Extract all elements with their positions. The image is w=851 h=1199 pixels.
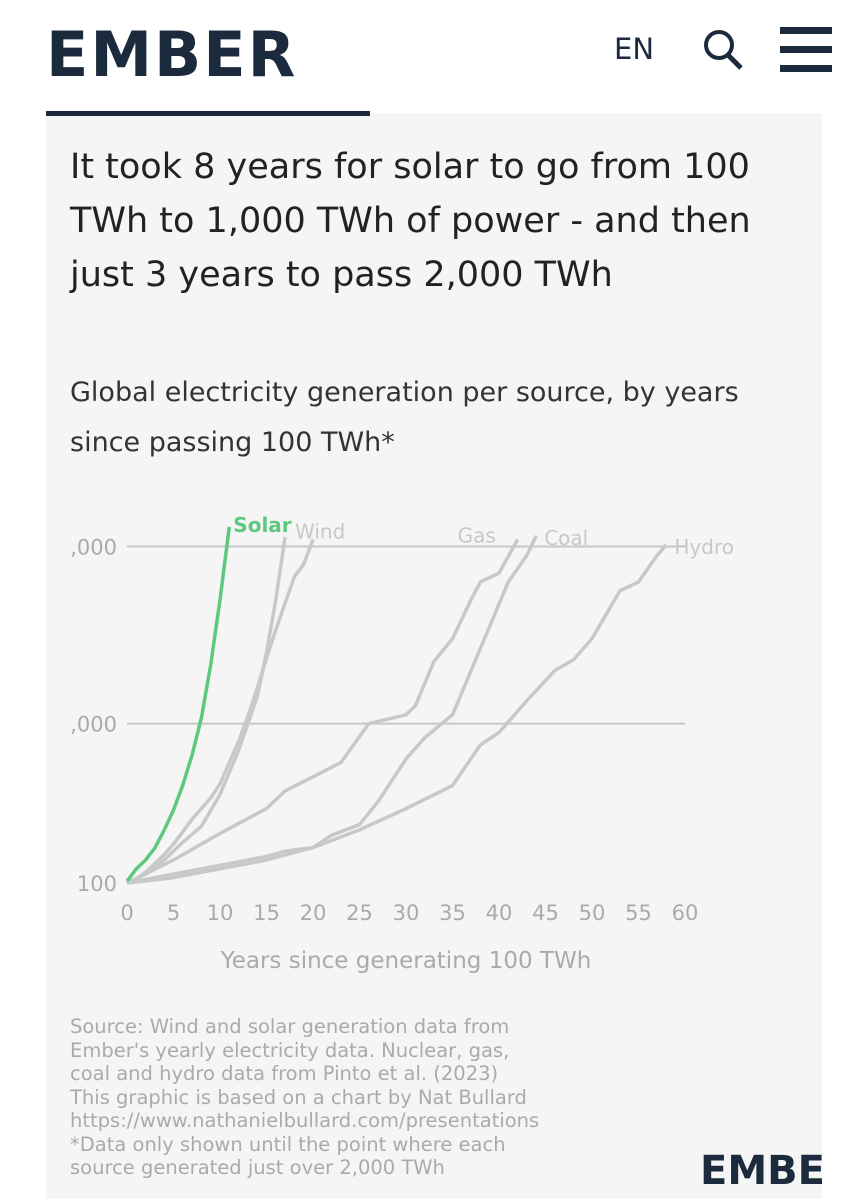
y-tick-label: 1,000 bbox=[70, 713, 117, 737]
series-line bbox=[126, 538, 520, 885]
y-tick-label: 2,000 bbox=[70, 536, 117, 560]
x-tick-label: 25 bbox=[346, 901, 373, 925]
x-tick-label: 30 bbox=[393, 901, 420, 925]
x-tick-label: 45 bbox=[532, 901, 559, 925]
x-tick-label: 10 bbox=[207, 901, 234, 925]
x-tick-label: 0 bbox=[120, 901, 133, 925]
source-line: source generated just over 2,000 TWh bbox=[70, 1156, 445, 1179]
y-tick-label: 100 bbox=[77, 872, 117, 896]
source-line: *Data only shown until the point where e… bbox=[70, 1132, 506, 1156]
series-line bbox=[125, 526, 232, 883]
series-label: Gas bbox=[458, 523, 496, 547]
accent-bar bbox=[46, 111, 370, 116]
series-label: Hydro bbox=[674, 535, 734, 559]
logo[interactable]: EMBER bbox=[46, 18, 298, 91]
x-axis-label: Years since generating 100 TWh bbox=[220, 948, 592, 974]
x-tick-label: 60 bbox=[672, 901, 699, 925]
search-icon[interactable] bbox=[700, 28, 750, 72]
x-tick-label: 55 bbox=[625, 901, 652, 925]
series-label: Coal bbox=[544, 526, 588, 550]
chart-subtitle: Global electricity generation per source… bbox=[70, 377, 739, 458]
x-tick-label: 20 bbox=[300, 901, 327, 925]
menu-icon[interactable] bbox=[780, 25, 832, 75]
x-tick-label: 50 bbox=[579, 901, 606, 925]
card bbox=[46, 113, 822, 1199]
x-tick-label: 5 bbox=[167, 901, 180, 925]
source-line: https://www.nathanielbullard.com/present… bbox=[70, 1109, 540, 1132]
series-line bbox=[126, 535, 538, 885]
source-line: This graphic is based on a chart by Nat … bbox=[70, 1085, 527, 1109]
source-line: coal and hydro data from Pinto et al. (2… bbox=[70, 1062, 499, 1085]
series-label: Wind bbox=[295, 519, 345, 543]
language-button[interactable]: EN bbox=[614, 32, 655, 66]
series-line bbox=[126, 543, 668, 885]
chart-title: It took 8 years for solar to go from 100… bbox=[70, 147, 751, 295]
footer-logo: EMBER bbox=[700, 1148, 822, 1194]
chart: 100 1,000 2,000 0 5 10 15 20 25 30 35 40 45 50 55 60 Yea… bbox=[70, 513, 734, 974]
x-tick-label: 40 bbox=[486, 901, 513, 925]
series-line bbox=[126, 536, 287, 885]
source-line: Source: Wind and solar generation data f… bbox=[70, 1015, 510, 1038]
series-line bbox=[126, 538, 315, 885]
x-tick-label: 35 bbox=[439, 901, 466, 925]
x-tick-label: 15 bbox=[253, 901, 280, 925]
source-note: Source: Wind and solar generation data f… bbox=[70, 1015, 670, 1180]
series-label: Solar bbox=[233, 513, 291, 537]
source-line: Ember's yearly electricity data. Nuclear… bbox=[70, 1038, 510, 1062]
